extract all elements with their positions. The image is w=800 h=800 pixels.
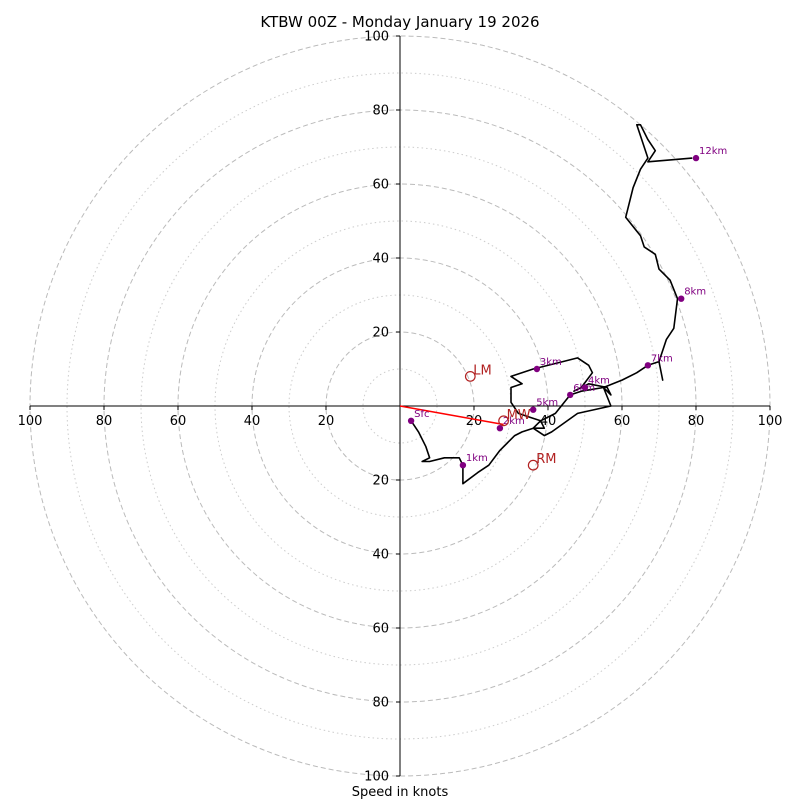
x-tick-label: 100 [758,414,783,429]
height-label-12km: 12km [699,146,727,157]
y-tick-label: 40 [372,252,389,267]
height-markers: Sfc 1km 2km 3km 4km 5km 6km 7km 8km 12km [407,146,727,469]
height-label-6km: 6km [573,383,595,394]
storm-motion-lm-marker [464,371,476,382]
height-marker-1km [459,462,467,469]
x-tick-label: 60 [614,414,631,429]
y-tick-label: 100 [364,770,389,785]
x-tick-label: 40 [540,414,557,429]
y-tick-label: 20 [372,474,389,489]
height-label-8km: 8km [684,287,706,298]
x-tick-label: 60 [170,414,187,429]
hodograph-trace-line [410,124,693,485]
height-marker-3km [533,365,541,373]
x-tick-label: 20 [466,414,483,429]
height-marker-2km [496,425,504,432]
storm-motion-mw-label: MW [507,408,531,423]
height-label-1km: 1km [466,453,488,464]
storm-motion-rm-marker [527,459,539,471]
height-marker-7km [644,362,652,369]
y-tick-label: 60 [372,178,389,193]
height-label-7km: 7km [651,353,673,364]
y-tick-label: 60 [372,622,389,637]
y-tick-label: 20 [372,326,389,341]
height-marker-4km [581,384,589,391]
shear-vector [399,405,504,426]
x-tick-labels: 100 80 60 40 20 20 40 60 80 100 [18,406,783,429]
y-tick-label: 40 [372,548,389,563]
wind-trace [410,124,693,485]
x-tick-label: 40 [244,414,261,429]
y-tick-label: 100 [364,30,389,45]
height-label-2km: 2km [503,416,525,427]
x-axis-label: Speed in knots [352,785,449,800]
height-marker-sfc [407,417,415,424]
x-tick-label: 80 [688,414,705,429]
storm-motion-lm-label: LM [473,363,491,378]
height-label-sfc: Sfc [414,409,429,420]
storm-motion-mw-marker [498,415,510,427]
x-tick-label: 80 [96,414,113,429]
storm-motion-markers: LM MW RM [464,363,556,471]
x-tick-label: 20 [318,414,335,429]
y-tick-label: 80 [372,696,389,711]
y-tick-label: 80 [372,104,389,119]
chart-title: KTBW 00Z - Monday January 19 2026 [260,13,539,31]
height-label-4km: 4km [588,376,610,387]
y-tick-labels: 100 80 60 40 20 20 40 60 80 100 [364,30,400,785]
x-tick-label: 100 [18,414,43,429]
height-marker-12km [692,154,700,162]
height-marker-5km [530,406,537,413]
storm-motion-rm-label: RM [536,452,556,467]
height-label-5km: 5km [536,398,558,409]
height-marker-6km [567,391,574,399]
height-label-3km: 3km [540,357,562,368]
shear-vector-group [399,405,504,426]
height-marker-8km [678,295,685,302]
